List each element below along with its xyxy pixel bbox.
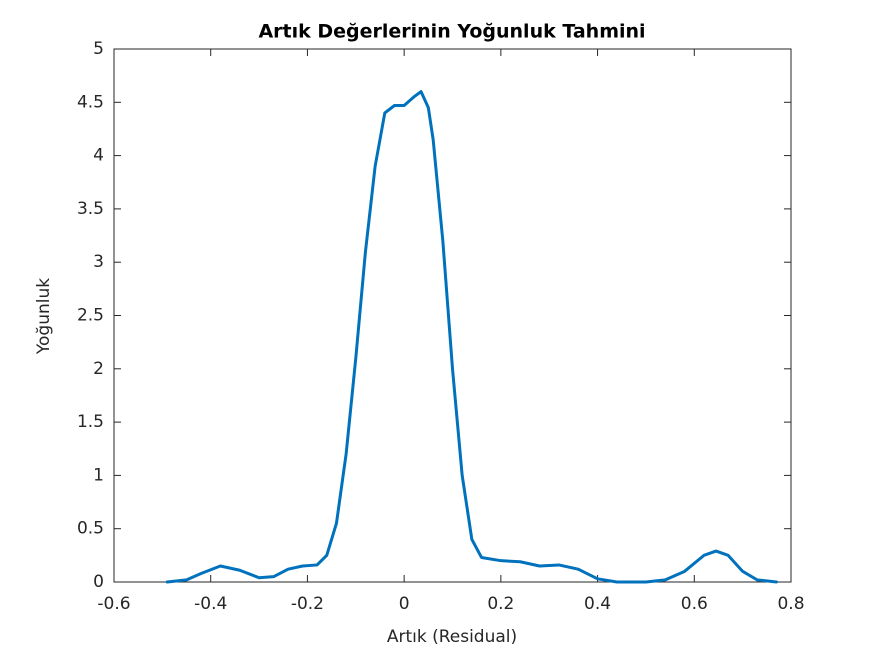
y-tick-label: 2.5	[77, 306, 104, 326]
x-tick-label: 0.2	[487, 594, 514, 614]
plot-box	[113, 48, 792, 583]
y-tick-label: 0	[93, 572, 104, 592]
y-tick-label: 0.5	[77, 519, 104, 539]
x-tick-label: -0.2	[291, 594, 324, 614]
y-tick-label: 5	[93, 39, 104, 59]
y-tick-label: 1	[93, 465, 104, 485]
x-tick-label: -0.4	[194, 594, 227, 614]
y-tick-label: 3.5	[77, 199, 104, 219]
x-tick-label: 0	[399, 594, 410, 614]
chart-title: Artık Değerlerinin Yoğunluk Tahmini	[258, 21, 645, 43]
x-tick-label: 0.8	[777, 594, 804, 614]
y-tick-label: 1.5	[77, 412, 104, 432]
x-tick-label: 0.4	[584, 594, 611, 614]
y-tick-label: 2	[93, 359, 104, 379]
x-axis-label: Artık (Residual)	[387, 627, 517, 647]
y-tick-label: 4	[93, 146, 104, 166]
y-tick-label: 4.5	[77, 92, 104, 112]
x-tick-label: -0.6	[97, 594, 130, 614]
y-tick-label: 3	[93, 252, 104, 272]
y-axis-label: Yoğunluk	[34, 278, 54, 355]
x-tick-label: 0.6	[681, 594, 708, 614]
density-line	[165, 90, 778, 584]
